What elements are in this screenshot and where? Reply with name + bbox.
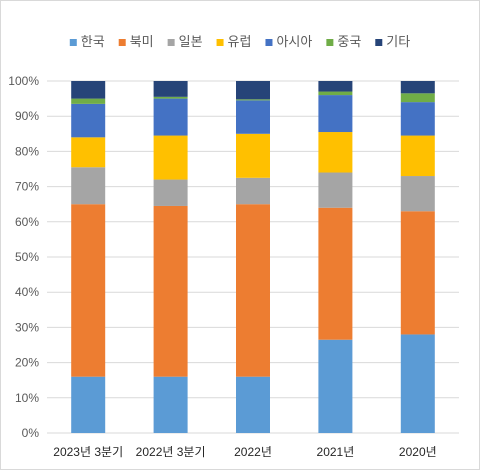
bar-segment: [71, 98, 106, 104]
bar-segment: [400, 102, 435, 136]
legend-swatch: [326, 39, 334, 46]
bar-segment: [153, 376, 188, 433]
bar-segment: [318, 172, 353, 208]
legend-item: 아시아: [265, 34, 312, 49]
bar-segment: [71, 376, 106, 433]
bar-segment: [236, 99, 270, 101]
bar-segment: [318, 132, 353, 173]
y-tick-label: 60%: [15, 215, 39, 229]
legend-label: 아시아: [276, 34, 312, 49]
y-tick-label: 70%: [15, 180, 39, 194]
bar-segment: [71, 137, 106, 168]
y-tick-label: 0%: [22, 426, 40, 440]
bar-segment: [153, 205, 188, 377]
legend-item: 유럽: [216, 34, 252, 49]
x-tick-label: 2020년: [399, 445, 437, 459]
bar-segment: [71, 167, 106, 205]
x-tick-label: 2021년: [317, 445, 355, 459]
bar-segment: [400, 81, 435, 94]
x-axis: 2023년 3분기 2022년 3분기 2022년 2021년 2020년: [53, 445, 436, 459]
x-tick-label: 2023년 3분기: [53, 445, 123, 459]
legend-item: 한국: [69, 34, 105, 49]
bars: [71, 81, 435, 433]
bar-segment: [400, 176, 435, 212]
bar-segment: [236, 177, 270, 205]
bar-segment: [400, 211, 435, 335]
bar-segment: [236, 81, 270, 100]
bar-segment: [400, 93, 435, 103]
bar-segment: [71, 81, 106, 99]
x-tick-label: 2022년: [234, 445, 272, 459]
bar-segment: [153, 98, 188, 136]
bar-segment: [318, 91, 353, 96]
legend-item: 기타: [375, 34, 410, 49]
legend-label: 기타: [386, 34, 410, 49]
y-tick-label: 40%: [15, 285, 39, 299]
y-tick-label: 30%: [15, 320, 39, 334]
legend-swatch: [216, 39, 224, 46]
legend-swatch: [375, 39, 383, 46]
bar-segment: [400, 135, 435, 177]
bar-segment: [400, 334, 435, 433]
legend-label: 한국: [81, 34, 105, 49]
bar-segment: [71, 103, 106, 138]
legend-label: 일본: [179, 34, 203, 49]
bar-segment: [236, 100, 270, 134]
y-axis-ticks: 0% 10% 20% 30% 40% 50% 60% 70% 80% 90% 100%: [8, 74, 39, 440]
y-tick-label: 100%: [8, 74, 39, 88]
x-tick-label: 2022년 3분기: [136, 445, 206, 459]
bar-segment: [153, 135, 188, 180]
y-tick-label: 80%: [15, 144, 39, 158]
bar-segment: [318, 207, 353, 340]
legend-item: 북미: [118, 34, 154, 49]
legend-swatch: [265, 39, 273, 46]
legend-swatch: [69, 39, 77, 46]
legend: 한국 북미 일본 유럽 아시아 중국 기타: [69, 34, 410, 49]
bar-segment: [236, 133, 270, 178]
y-tick-label: 10%: [15, 391, 39, 405]
legend-item: 중국: [326, 34, 361, 49]
bar-segment: [236, 204, 270, 377]
bar-segment: [153, 96, 188, 99]
y-tick-label: 90%: [15, 109, 39, 123]
bar-segment: [236, 376, 270, 433]
bar-segment: [318, 95, 353, 133]
legend-label: 유럽: [228, 34, 252, 49]
legend-swatch: [118, 39, 126, 46]
y-tick-label: 20%: [15, 356, 39, 370]
legend-label: 북미: [130, 34, 154, 49]
bar-segment: [318, 81, 353, 92]
legend-swatch: [167, 39, 175, 46]
legend-item: 일본: [167, 34, 203, 49]
bar-segment: [153, 179, 188, 206]
bar-segment: [153, 81, 188, 97]
legend-label: 중국: [337, 34, 361, 49]
bar-segment: [71, 204, 106, 377]
y-tick-label: 50%: [15, 250, 39, 264]
bar-segment: [318, 339, 353, 433]
